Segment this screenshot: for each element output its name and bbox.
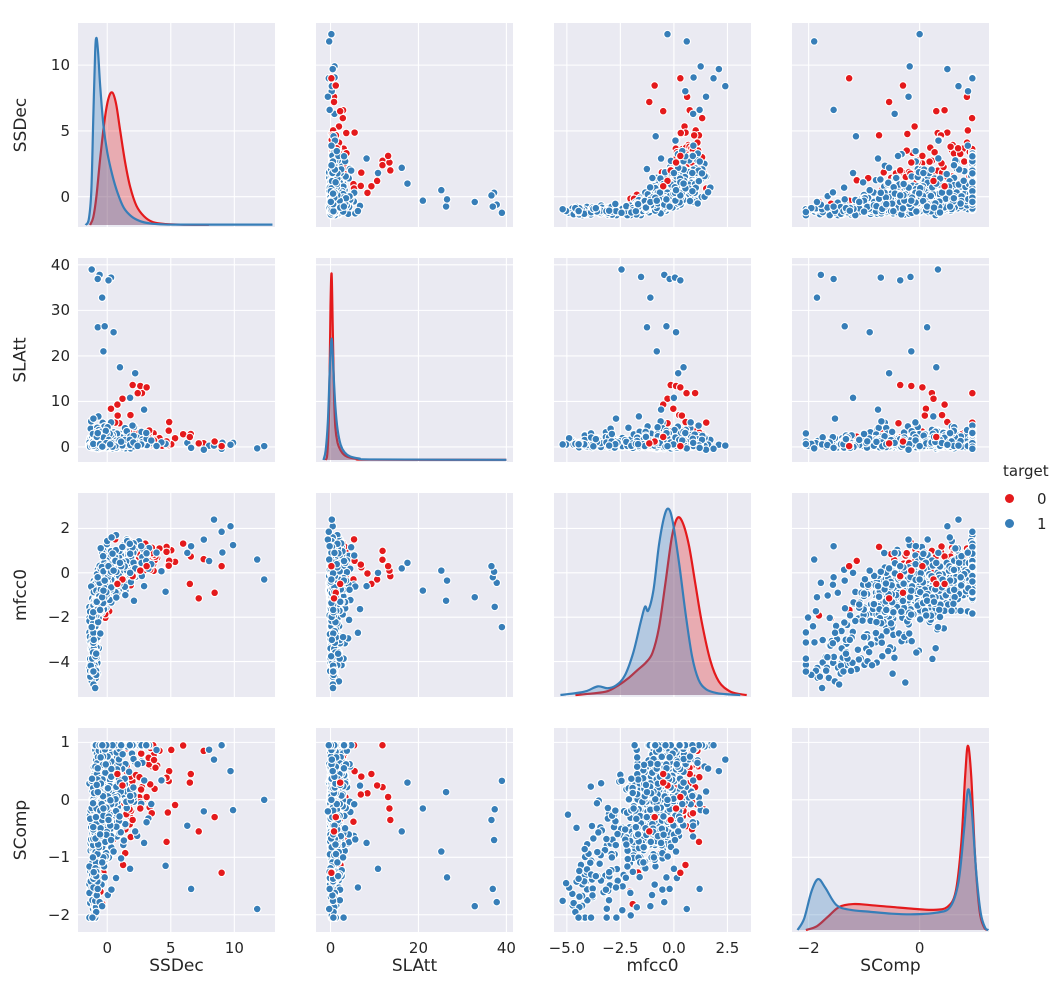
panel-canvas <box>792 258 989 462</box>
panel-canvas <box>554 493 751 697</box>
kde-panel-SComp <box>792 728 989 932</box>
panel-canvas <box>316 493 513 697</box>
kde-panel-mfcc0 <box>554 493 751 697</box>
y-tick-label-SSDec: 5 <box>60 121 70 140</box>
x-tick-label-mfcc0: −5.0 <box>548 939 586 957</box>
scatter-panel-mfcc0-vs-SComp <box>792 493 989 697</box>
y-tick-label-SLAtt: 20 <box>50 346 70 365</box>
kde-panel-SSDec <box>78 23 275 227</box>
x-tick-label-mfcc0: 0.0 <box>661 939 686 957</box>
panel-canvas <box>554 258 751 462</box>
x-tick-label-SComp: −2 <box>797 939 820 957</box>
panel-canvas <box>792 23 989 227</box>
y-tick-label-mfcc0: 0 <box>60 563 70 582</box>
x-tick-label-SSDec: 10 <box>224 939 244 957</box>
scatter-panel-SLAtt-vs-mfcc0 <box>554 258 751 462</box>
scatter-panel-SLAtt-vs-SSDec <box>78 258 275 462</box>
panel-canvas <box>554 728 751 932</box>
y-axis-label-SSDec: SSDec <box>11 97 32 153</box>
legend-item-label-0: 0 <box>1037 489 1047 508</box>
y-axis-label-SLAtt: SLAtt <box>11 337 32 383</box>
legend-item-target-0: 0 <box>997 486 1061 511</box>
x-tick-label-SComp: 0 <box>914 939 925 957</box>
x-axis-label-SLAtt: SLAtt <box>391 956 438 976</box>
panel-canvas <box>78 728 275 932</box>
x-tick-label-mfcc0: −2.5 <box>602 939 639 957</box>
legend: target 0 1 <box>997 462 1061 536</box>
scatter-panel-SSDec-vs-SComp <box>792 23 989 227</box>
panel-canvas <box>316 258 513 462</box>
x-tick-label-SSDec: 5 <box>165 939 176 957</box>
scatter-panel-SComp-vs-SSDec <box>78 728 275 932</box>
x-tick-label-mfcc0: 2.5 <box>715 939 740 957</box>
y-axis-label-box-SLAtt: SLAtt <box>8 258 34 462</box>
x-tick-label-SLAtt: 20 <box>408 939 428 957</box>
panel-canvas <box>316 23 513 227</box>
scatter-panel-mfcc0-vs-SSDec <box>78 493 275 697</box>
y-tick-label-SLAtt: 10 <box>50 392 70 411</box>
legend-item-target-1: 1 <box>997 511 1061 536</box>
y-axis-label-SComp: SComp <box>11 799 32 861</box>
y-tick-label-SSDec: 0 <box>60 187 70 206</box>
y-tick-label-mfcc0: 2 <box>60 519 70 538</box>
kde-panel-SLAtt <box>316 258 513 462</box>
y-tick-label-SComp: 1 <box>60 733 70 752</box>
scatter-panel-SLAtt-vs-SComp <box>792 258 989 462</box>
x-axis-label-mfcc0: mfcc0 <box>626 956 679 976</box>
y-axis-label-box-mfcc0: mfcc0 <box>8 493 34 697</box>
scatter-panel-SComp-vs-SLAtt <box>316 728 513 932</box>
y-axis-label-box-SComp: SComp <box>8 728 34 932</box>
y-tick-label-SLAtt: 0 <box>60 437 70 456</box>
scatter-panel-SSDec-vs-SLAtt <box>316 23 513 227</box>
legend-item-label-1: 1 <box>1037 514 1047 533</box>
x-axis-label-SComp: SComp <box>860 956 921 976</box>
panel-canvas <box>792 728 989 932</box>
panel-canvas <box>316 728 513 932</box>
panel-canvas <box>554 23 751 227</box>
y-tick-label-SLAtt: 40 <box>50 255 70 274</box>
panel-canvas <box>78 23 275 227</box>
x-tick-label-SLAtt: 40 <box>496 939 516 957</box>
y-tick-label-SSDec: 10 <box>50 56 70 75</box>
y-tick-label-mfcc0: −4 <box>47 652 70 671</box>
legend-marker-1 <box>1005 519 1014 528</box>
panel-canvas <box>78 258 275 462</box>
scatter-panel-SComp-vs-mfcc0 <box>554 728 751 932</box>
y-axis-label-box-SSDec: SSDec <box>8 23 34 227</box>
y-tick-label-SComp: −1 <box>47 848 70 867</box>
panel-canvas <box>78 493 275 697</box>
y-axis-label-mfcc0: mfcc0 <box>11 568 31 622</box>
x-tick-label-SLAtt: 0 <box>325 939 336 957</box>
x-tick-label-SSDec: 0 <box>102 939 112 957</box>
legend-marker-0 <box>1005 494 1014 503</box>
scatter-panel-mfcc0-vs-SLAtt <box>316 493 513 697</box>
legend-title: target <box>1003 462 1049 480</box>
scatter-panel-SSDec-vs-mfcc0 <box>554 23 751 227</box>
y-tick-label-mfcc0: −2 <box>47 608 70 627</box>
y-tick-label-SComp: 0 <box>60 790 70 809</box>
panel-canvas <box>792 493 989 697</box>
x-axis-label-SSDec: SSDec <box>149 956 204 976</box>
y-tick-label-SComp: −2 <box>47 905 70 924</box>
y-tick-label-SLAtt: 30 <box>50 301 70 320</box>
